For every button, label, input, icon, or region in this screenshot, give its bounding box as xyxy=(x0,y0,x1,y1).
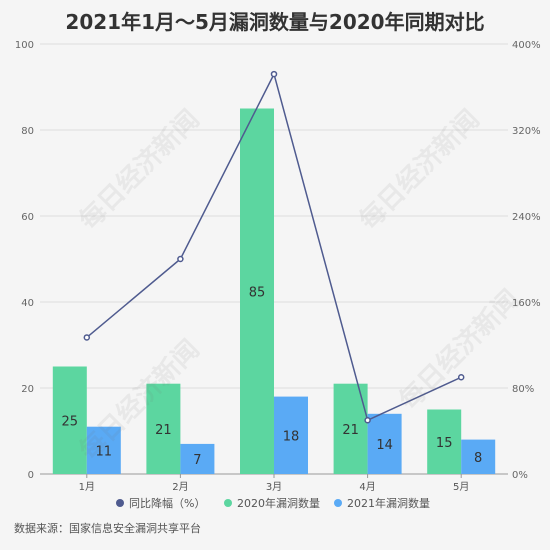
bar-2020-data-label: 85 xyxy=(249,285,266,300)
chart-title: 2021年1月～5月漏洞数量与2020年同期对比 xyxy=(65,10,485,34)
x-axis-tick-label: 3月 xyxy=(266,481,282,493)
legend-label: 2020年漏洞数量 xyxy=(237,496,320,510)
bar-2021-data-label: 11 xyxy=(96,444,113,459)
bar-2021-data-label: 14 xyxy=(376,438,393,453)
legend-label: 同比降幅（%） xyxy=(129,496,205,510)
legend-label: 2021年漏洞数量 xyxy=(347,496,430,510)
left-axis-tick-label: 60 xyxy=(21,212,34,223)
bar-2021 xyxy=(367,413,402,474)
line-point xyxy=(177,255,184,263)
x-axis-tick-label: 2月 xyxy=(172,481,188,493)
line-point xyxy=(457,374,465,381)
bar-2020-data-label: 25 xyxy=(62,414,79,429)
right-axis-tick-label: 240% xyxy=(512,212,541,223)
right-axis-tick-label: 80% xyxy=(512,384,534,395)
right-axis-tick-label: 400% xyxy=(512,40,541,51)
right-axis-tick-label: 160% xyxy=(512,298,541,309)
left-axis-tick-label: 20 xyxy=(21,384,34,395)
right-axis-tick-label: 0% xyxy=(512,470,528,481)
line-point xyxy=(83,334,91,341)
legend-marker xyxy=(224,499,232,507)
bar-2021-data-label: 7 xyxy=(193,453,201,468)
x-axis-tick-label: 5月 xyxy=(453,481,469,493)
bar-2021 xyxy=(274,396,308,474)
bar-2020-data-label: 15 xyxy=(436,436,453,451)
legend-marker xyxy=(334,499,342,507)
bar-2021-data-label: 8 xyxy=(474,451,482,466)
bar-2020 xyxy=(52,366,87,474)
left-axis-tick-label: 100 xyxy=(15,40,34,51)
line-point xyxy=(270,70,278,78)
left-axis-tick-label: 0 xyxy=(28,470,34,481)
bar-2020-data-label: 21 xyxy=(155,423,172,438)
bar-2020 xyxy=(146,383,181,474)
left-axis-tick-label: 80 xyxy=(21,126,34,137)
legend-marker xyxy=(116,499,124,507)
left-axis-tick-label: 40 xyxy=(21,298,34,309)
bar-2021 xyxy=(86,426,121,474)
x-axis-tick-label: 4月 xyxy=(359,481,375,493)
bar-2021 xyxy=(180,443,215,474)
data-source-note: 数据来源：国家信息安全漏洞共享平台 xyxy=(14,522,201,535)
right-axis-tick-label: 320% xyxy=(512,126,541,137)
x-axis-tick-label: 1月 xyxy=(79,481,95,493)
bar-2020-data-label: 21 xyxy=(342,423,359,438)
bar-2020 xyxy=(240,108,274,474)
line-point xyxy=(364,417,371,424)
bar-2021-data-label: 18 xyxy=(283,429,300,444)
bar-2020 xyxy=(427,409,462,474)
bar-2021 xyxy=(461,439,496,474)
